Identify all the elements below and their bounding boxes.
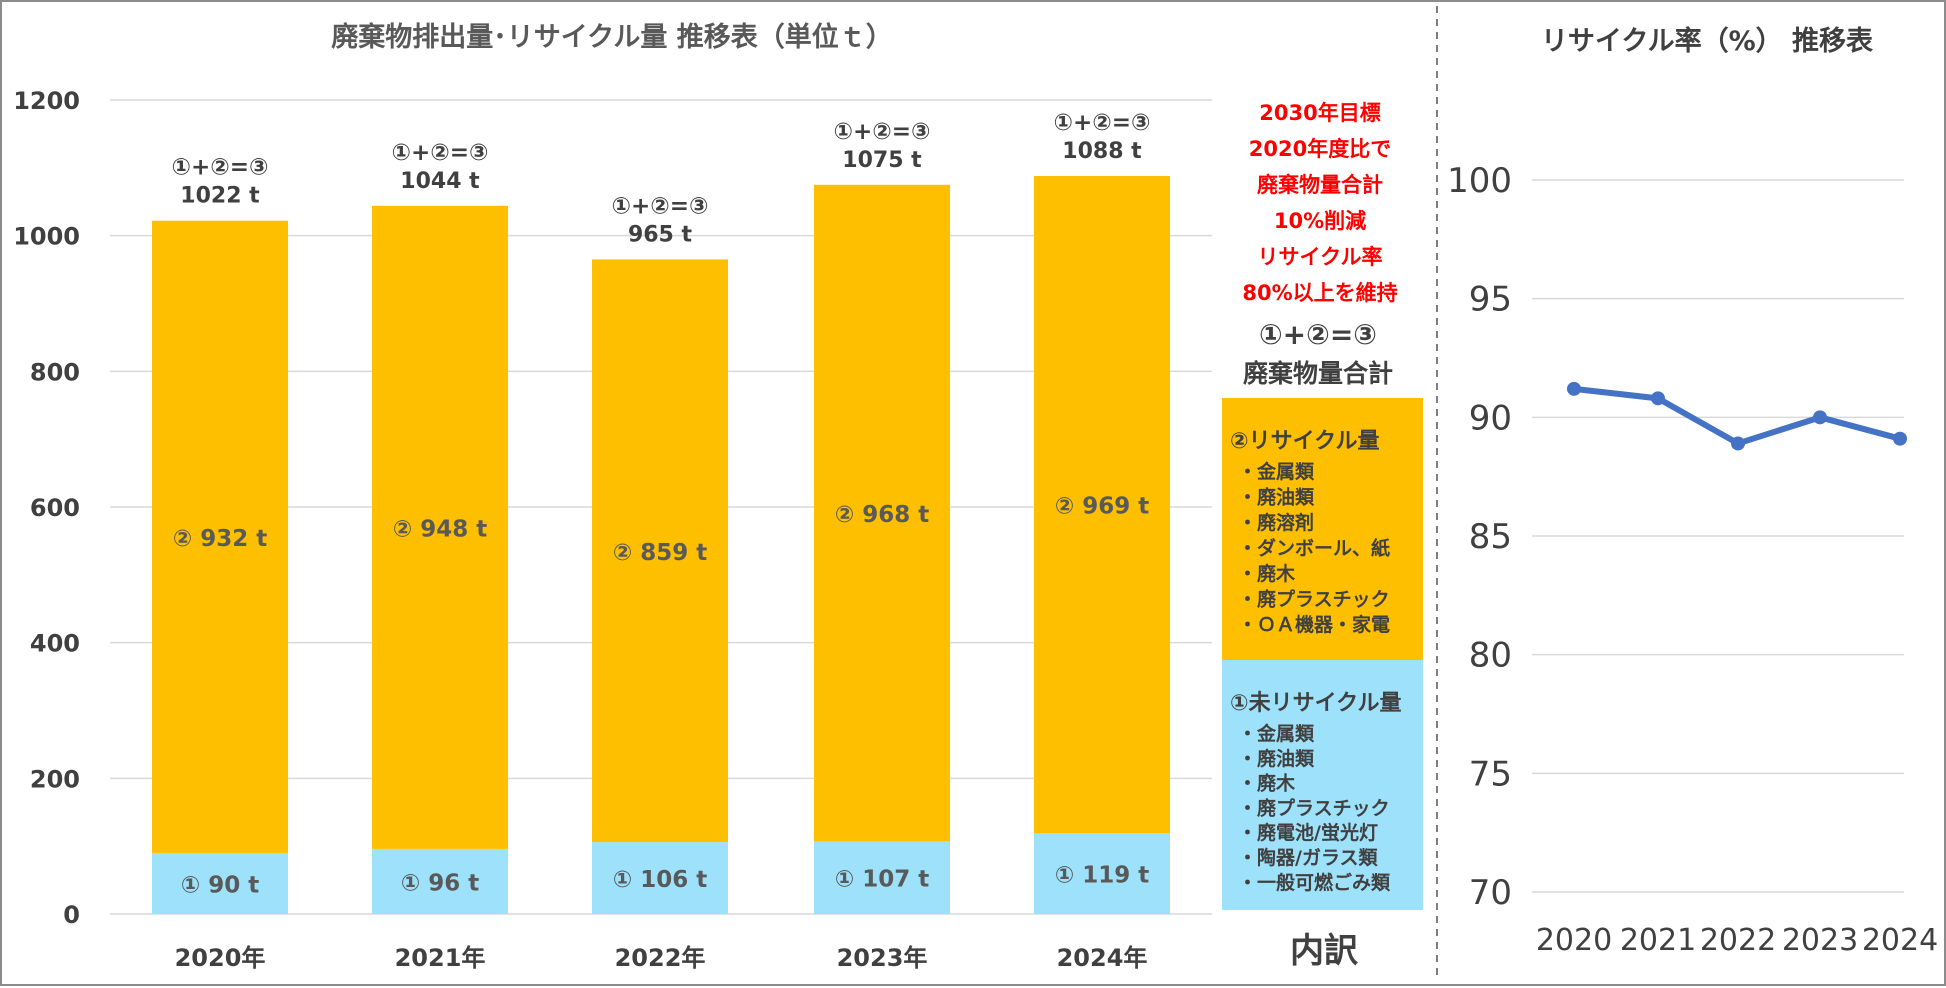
bar-total-label: 1088 t [1062,139,1142,164]
legend-unrecycled-item: ・金属類 [1238,722,1315,745]
line-point [1813,410,1827,425]
legend-recycled-item: ・ＯＡ機器・家電 [1238,613,1390,636]
bar-unrecycled [152,852,288,914]
bar-recycled-label: ② 859 t [613,540,708,566]
legend-total-label: 廃棄物量合計 [1243,359,1393,388]
target-text-line: 80%以上を維持 [1242,281,1397,305]
line-y-tick-label: 100 [1447,161,1512,201]
bar-recycled-label: ② 969 t [1055,494,1150,520]
bar-recycled-label: ② 968 t [835,502,930,528]
bar-unrecycled [372,848,508,914]
left-chart-title: 廃棄物排出量･リサイクル量 推移表（単位ｔ） [331,21,893,53]
bar-y-tick-label: 1200 [13,87,80,115]
legend-formula: ①+②=③ [1259,318,1377,351]
legend-recycled-item: ・廃油類 [1238,486,1315,509]
bar-x-tick-label: 2023年 [837,944,928,972]
legend-unrecycled-item: ・廃プラスチック [1238,796,1390,819]
legend-recycled-item: ・金属類 [1238,460,1315,483]
line-point [1651,391,1665,406]
bar-total-label: 1075 t [842,148,922,173]
legend-unrecycled-item: ・一般可燃ごみ類 [1238,871,1391,894]
legend-unrecycled-item: ・廃電池/蛍光灯 [1238,821,1378,844]
bar-x-tick-label: 2020年 [175,944,266,972]
bar-unrecycled-label: ① 119 t [1055,863,1150,889]
bar-y-tick-label: 1000 [13,223,80,251]
bar-total-label: 1044 t [400,169,480,194]
line-x-tick-label: 2023 [1782,923,1858,958]
bar-y-tick-label: 600 [30,494,80,522]
bar-recycled [152,220,288,853]
legend-recycled-item: ・廃溶剤 [1238,511,1314,534]
bar-formula-label: ①+②=③ [172,155,269,181]
legend-recycled-item: ・ダンボール、紙 [1238,537,1390,560]
line-x-tick-label: 2021 [1620,923,1696,958]
target-text-line: 2020年度比で [1249,137,1391,161]
target-text-line: リサイクル率 [1258,245,1383,269]
line-x-tick-label: 2024 [1862,923,1938,958]
legend-unrecycled-item: ・廃油類 [1238,747,1315,770]
bar-formula-label: ①+②=③ [834,119,931,145]
bar-unrecycled [1034,833,1170,914]
line-y-tick-label: 70 [1469,873,1512,913]
bar-y-tick-label: 800 [30,358,80,386]
bar-unrecycled-label: ① 96 t [401,870,480,896]
line-y-tick-label: 85 [1469,517,1512,557]
bar-unrecycled-label: ① 107 t [835,867,930,893]
legend-recycled-item: ・廃プラスチック [1238,588,1390,611]
bar-x-tick-label: 2024年 [1057,944,1148,972]
line-point [1731,436,1745,451]
target-text-line: 2030年目標 [1259,101,1380,125]
line-x-tick-label: 2022 [1700,923,1776,958]
chart-dynamic-layer: 0 200 400 600 800 1000 1200 ① 90 t ② 932 t 1022 t… [13,87,1938,972]
line-y-tick-label: 75 [1469,754,1512,794]
target-text-line: 廃棄物量合計 [1257,173,1383,197]
line-point [1893,431,1907,446]
legend-footer: 内訳 [1290,931,1359,971]
bar-recycled [814,184,950,842]
legend-recycled-box [1222,398,1423,660]
bar-y-tick-label: 200 [30,765,80,793]
bar-recycled-label: ② 932 t [173,526,268,552]
line-x-tick-label: 2020 [1536,923,1612,958]
legend-unrecycled-item: ・陶器/ガラス類 [1238,846,1379,869]
bar-unrecycled-label: ① 106 t [613,867,708,893]
bar-formula-label: ①+②=③ [1054,110,1151,136]
line-y-tick-label: 95 [1469,280,1512,320]
bar-formula-label: ①+②=③ [392,140,489,166]
bar-formula-label: ①+②=③ [612,193,709,219]
bar-recycled-label: ② 948 t [393,516,488,542]
bar-x-tick-label: 2022年 [615,944,706,972]
bar-recycled [592,259,728,843]
bar-total-label: 1022 t [180,184,260,209]
legend-unrecycled-box [1222,660,1423,910]
legend-unrecycled-item: ・廃木 [1238,772,1296,795]
legend-recycled-item: ・廃木 [1238,562,1296,585]
line-y-tick-label: 80 [1469,636,1512,676]
bar-y-tick-label: 0 [63,901,80,929]
right-chart-title: リサイクル率（%） 推移表 [1541,25,1873,57]
bar-unrecycled [592,842,728,914]
bar-recycled [1034,175,1170,834]
bar-total-label: 965 t [628,222,693,247]
bar-recycled [372,205,508,849]
bar-x-tick-label: 2021年 [395,944,486,972]
bar-unrecycled [814,841,950,914]
line-point [1567,381,1581,396]
legend-recycled-heading: ②リサイクル量 [1230,429,1380,454]
line-y-tick-label: 90 [1469,398,1512,438]
target-text-line: 10%削減 [1274,209,1366,233]
legend-unrecycled-heading: ①未リサイクル量 [1230,691,1402,716]
line-series [1571,385,1903,447]
bar-y-tick-label: 400 [30,630,80,658]
bar-unrecycled-label: ① 90 t [181,872,260,898]
